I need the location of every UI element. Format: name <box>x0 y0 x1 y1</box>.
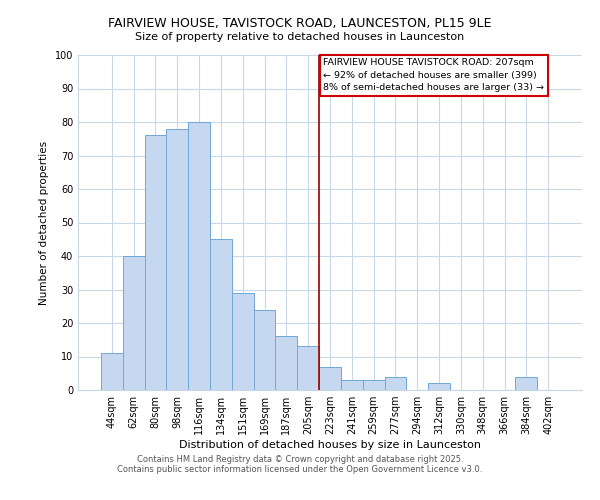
Bar <box>341 380 363 390</box>
Text: Contains HM Land Registry data © Crown copyright and database right 2025.: Contains HM Land Registry data © Crown c… <box>137 456 463 464</box>
X-axis label: Distribution of detached houses by size in Launceston: Distribution of detached houses by size … <box>179 440 481 450</box>
Bar <box>123 256 145 390</box>
Text: Size of property relative to detached houses in Launceston: Size of property relative to detached ho… <box>136 32 464 42</box>
Bar <box>254 310 275 390</box>
Text: FAIRVIEW HOUSE TAVISTOCK ROAD: 207sqm
← 92% of detached houses are smaller (399): FAIRVIEW HOUSE TAVISTOCK ROAD: 207sqm ← … <box>323 58 544 92</box>
Bar <box>101 353 123 390</box>
Bar <box>319 366 341 390</box>
Bar <box>275 336 297 390</box>
Bar <box>232 293 254 390</box>
Bar <box>166 128 188 390</box>
Text: Contains public sector information licensed under the Open Government Licence v3: Contains public sector information licen… <box>118 466 482 474</box>
Bar <box>428 384 450 390</box>
Bar <box>297 346 319 390</box>
Bar <box>363 380 385 390</box>
Bar <box>210 240 232 390</box>
Bar <box>145 136 166 390</box>
Bar <box>385 376 406 390</box>
Y-axis label: Number of detached properties: Number of detached properties <box>39 140 49 304</box>
Bar <box>515 376 537 390</box>
Text: FAIRVIEW HOUSE, TAVISTOCK ROAD, LAUNCESTON, PL15 9LE: FAIRVIEW HOUSE, TAVISTOCK ROAD, LAUNCEST… <box>108 18 492 30</box>
Bar <box>188 122 210 390</box>
